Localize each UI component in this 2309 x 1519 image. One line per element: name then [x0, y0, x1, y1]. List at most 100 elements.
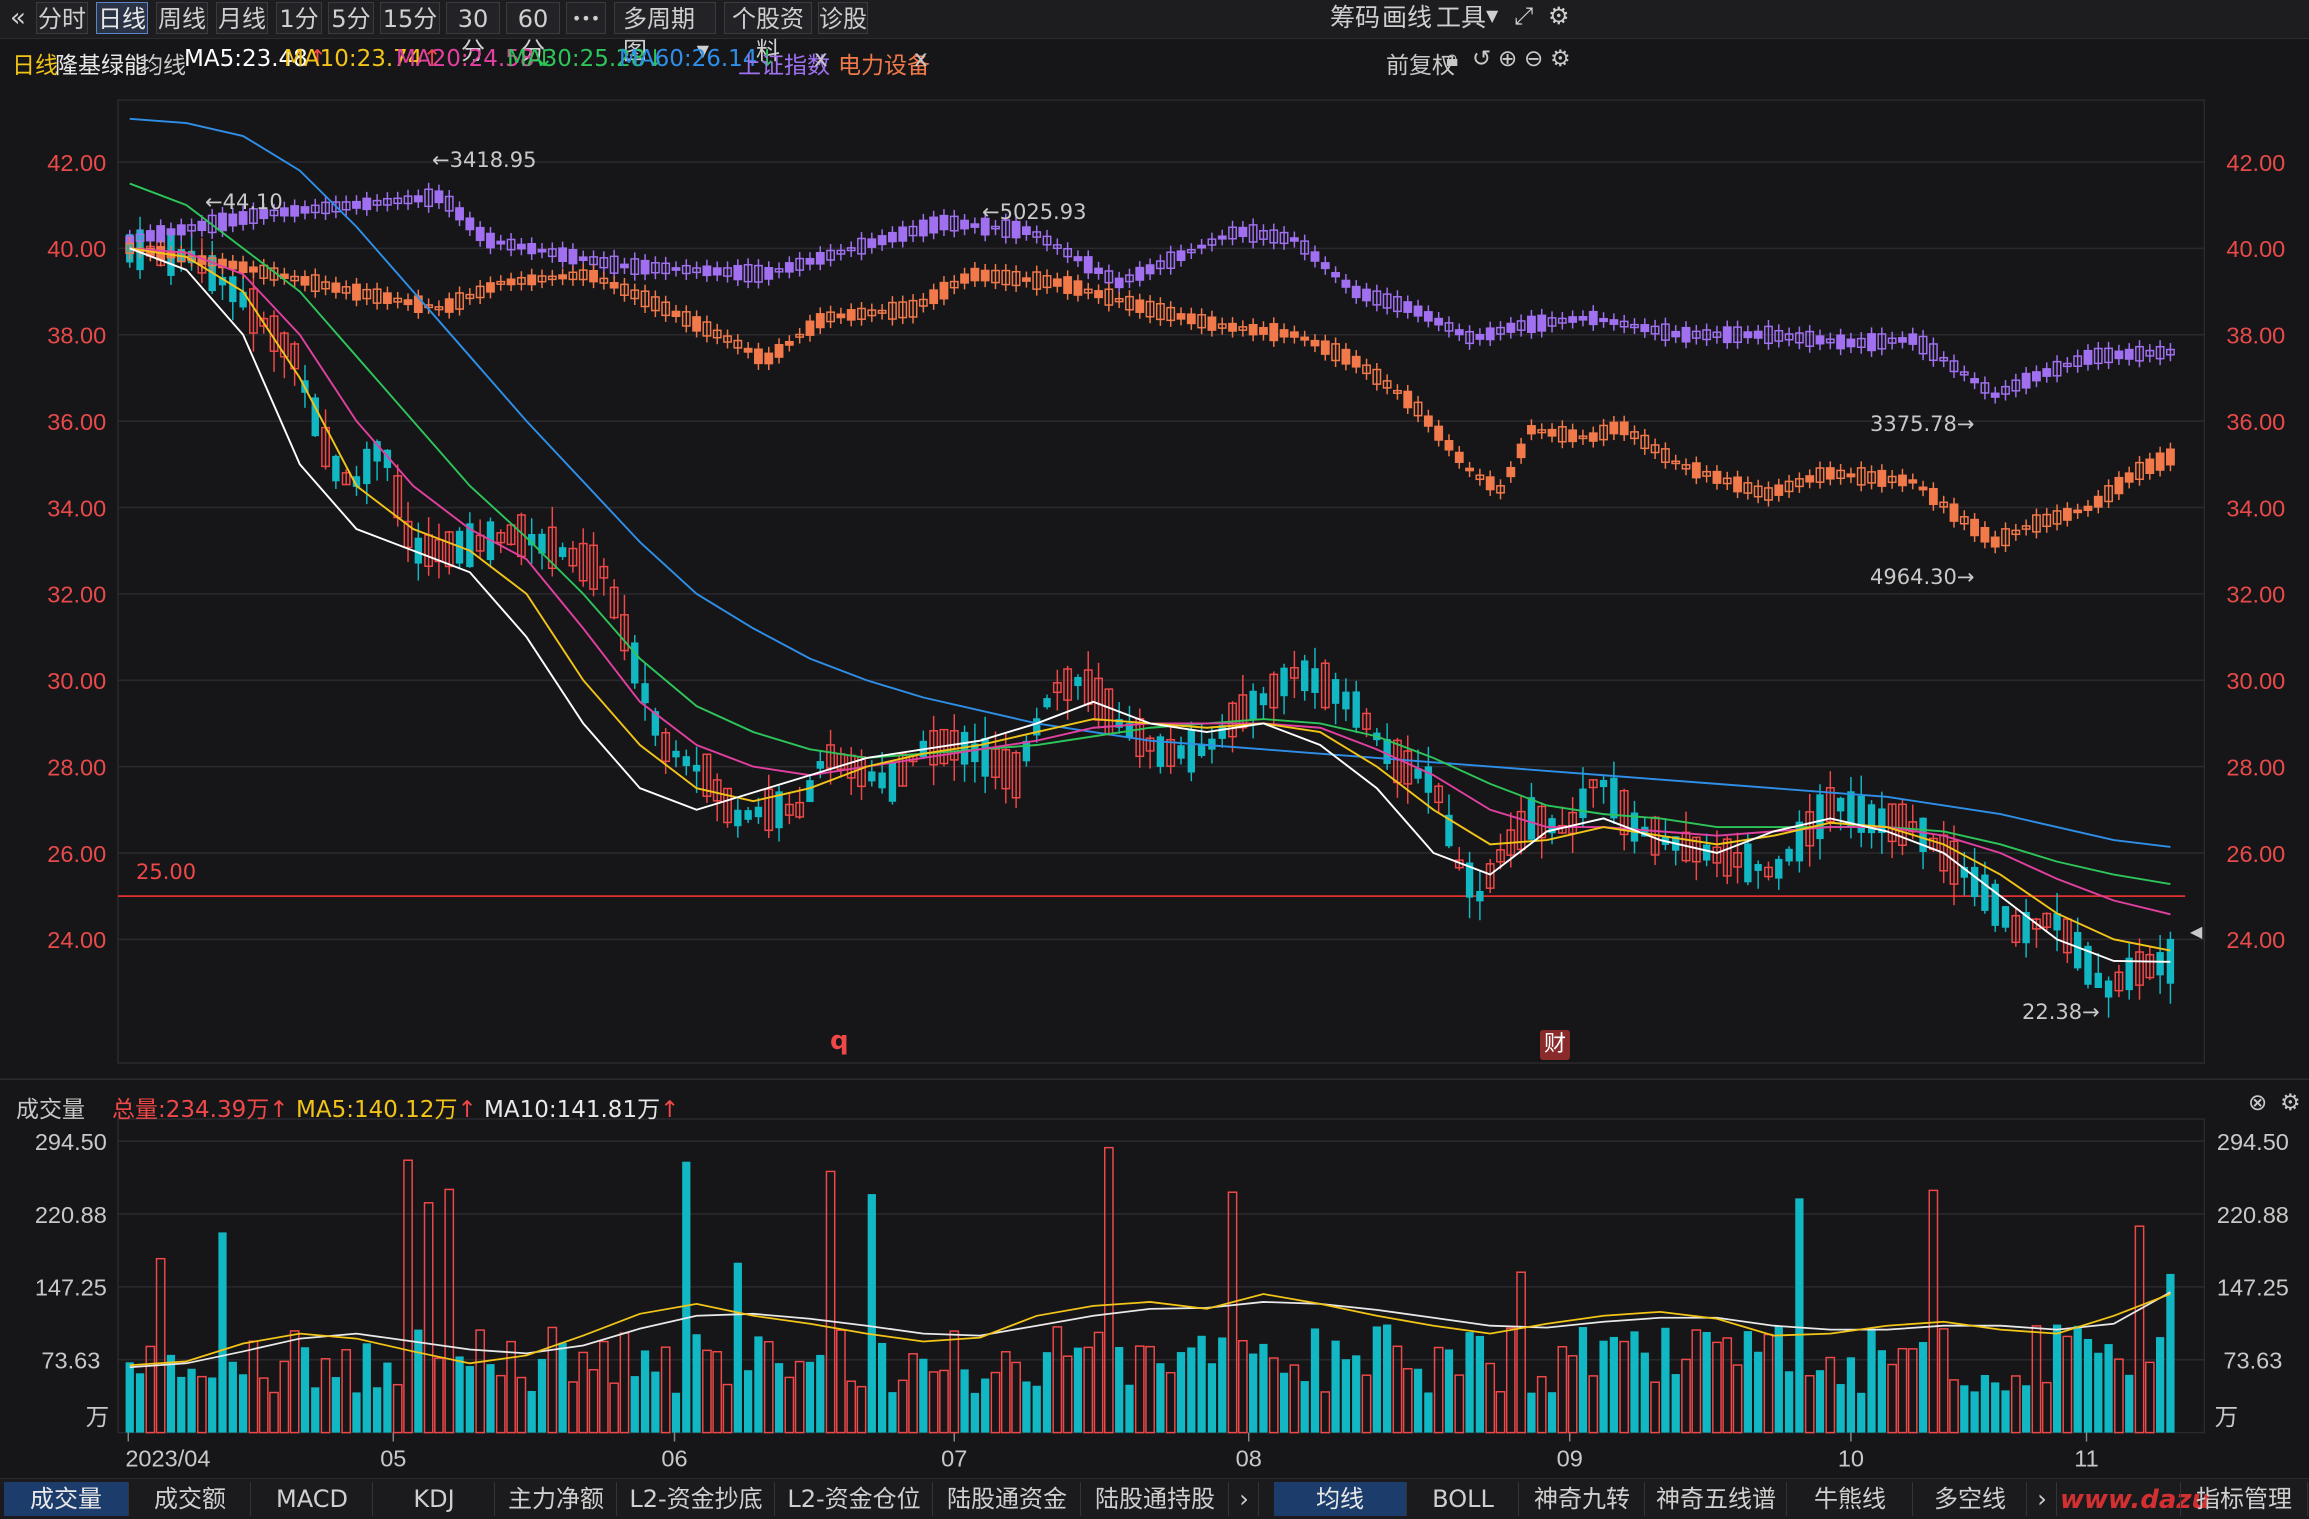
chevron-down-icon[interactable]: ▼ [1486, 6, 1499, 25]
period-tab-5min[interactable]: 5分 [328, 2, 374, 34]
volume-bar-down [733, 1262, 742, 1433]
volume-bar-down [1877, 1350, 1886, 1433]
price-axis-label-right: 42.00 [2226, 150, 2285, 176]
index-overlay-candle [352, 200, 361, 209]
legend-index-shanghai[interactable]: 上证指数 [738, 53, 830, 79]
period-tab-60min[interactable]: 60分 [506, 2, 560, 65]
period-tab-15min[interactable]: 15分 [380, 2, 440, 34]
settings-icon[interactable]: ⚙ [1548, 2, 1570, 30]
stock-candle-up [249, 288, 258, 334]
tab-nine-turn[interactable]: 神奇九转 [1520, 1482, 1645, 1516]
tab-hk-flow[interactable]: 陆股通资金 [934, 1482, 1081, 1516]
tools-button[interactable]: 工具 [1436, 3, 1487, 32]
sector-overlay-candle [1671, 460, 1681, 465]
more-periods-button[interactable]: ••• [566, 2, 606, 34]
close-icon[interactable]: x [914, 46, 928, 72]
index-overlay-candle [1382, 293, 1392, 309]
close-icon[interactable]: ⊗ [2248, 1090, 2268, 1116]
event-marker-q[interactable]: q [830, 1026, 849, 1056]
period-tab-1min[interactable]: 1分 [276, 2, 322, 34]
multi-period-dropdown[interactable]: 多周期图 ▼ [614, 2, 716, 65]
volume-bar-up [1804, 1375, 1815, 1434]
chevron-right-icon[interactable]: › [2028, 1482, 2057, 1516]
sector-overlay-candle [506, 278, 516, 286]
volume-bar-down [558, 1342, 567, 1433]
settings-icon[interactable]: ⚙ [1550, 46, 1571, 72]
sector-overlay-candle [558, 274, 568, 280]
sector-overlay-candle [980, 269, 990, 282]
stock-candle-down [1383, 739, 1391, 764]
index-overlay-candle [2166, 348, 2175, 356]
index-overlay-candle [1928, 343, 1938, 362]
fullscreen-icon[interactable]: ⤢ [1514, 2, 1534, 30]
index-overlay-candle [1588, 310, 1598, 326]
tab-hk-hold[interactable]: 陆股通持股 [1082, 1482, 1229, 1516]
diagnose-button[interactable]: 诊股 [818, 2, 868, 34]
adjust-mode-button[interactable]: 前复权 [1386, 53, 1455, 79]
index-overlay-candle [1125, 274, 1134, 283]
sector-overlay-candle [888, 301, 897, 320]
sector-overlay-candle [1764, 487, 1773, 501]
tab-bull-bear[interactable]: 牛熊线 [1788, 1482, 1913, 1516]
sector-overlay-candle [238, 261, 248, 273]
tab-long-short[interactable]: 多空线 [1914, 1482, 2027, 1516]
stock-candle-up [444, 531, 454, 568]
period-tab-monthly[interactable]: 月线 [216, 2, 268, 34]
volume-bar-up [1495, 1391, 1506, 1434]
volume-bar-up [702, 1349, 712, 1434]
sector-overlay-candle [1001, 269, 1011, 286]
volume-bar-up [1505, 1327, 1516, 1434]
tab-boll[interactable]: BOLL [1408, 1482, 1519, 1516]
stock-candle-up [1289, 666, 1299, 679]
sector-overlay-candle [1423, 415, 1433, 427]
volume-bar-up [2144, 1361, 2155, 1434]
sector-overlay-candle [1186, 313, 1196, 325]
tab-main-net[interactable]: 主力净额 [496, 1482, 617, 1516]
index-overlay-candle [382, 197, 392, 206]
undo-icon[interactable]: ↺ [1472, 46, 1492, 72]
sector-overlay-candle [836, 313, 846, 319]
volume-bar-up [1567, 1355, 1578, 1434]
sector-overlay-candle [1444, 440, 1454, 451]
tab-l2-bottom[interactable]: L2-资金抄底 [618, 1482, 775, 1516]
period-tab-weekly[interactable]: 周线 [156, 2, 208, 34]
horizontal-line-value[interactable]: 25.00 [136, 860, 197, 884]
settings-icon[interactable]: ⚙ [2280, 1090, 2301, 1116]
zoom-in-icon[interactable]: ⊕ [1498, 46, 1518, 72]
chevron-right-icon[interactable]: › [1230, 1482, 1259, 1516]
volume-bar-down [2094, 1352, 2103, 1433]
stock-candle-up [795, 801, 805, 818]
tab-turnover[interactable]: 成交额 [130, 1482, 251, 1516]
price-axis-label: 40.00 [47, 236, 106, 262]
volume-bar-up [269, 1391, 279, 1434]
index-overlay-candle [692, 267, 702, 274]
tab-macd[interactable]: MACD [252, 1482, 373, 1516]
volume-bar-up [423, 1202, 434, 1434]
finance-event-marker[interactable]: 财 [1540, 1030, 1570, 1060]
period-tab-fenshi[interactable]: 分时 [36, 2, 88, 34]
sector-overlay-candle [702, 321, 712, 337]
lock-icon[interactable]: 🔒︎ [1446, 46, 1459, 72]
index-overlay-candle [2135, 345, 2144, 362]
indicator-manage-button[interactable]: 指标管理 [2180, 1482, 2308, 1516]
stock-info-button[interactable]: 个股资料 [724, 2, 812, 65]
tab-l2-position[interactable]: L2-资金仓位 [776, 1482, 933, 1516]
sector-overlay-candle [877, 309, 887, 314]
period-tab-daily[interactable]: 日线 [96, 2, 148, 34]
draw-line-button[interactable]: 画线 [1382, 3, 1433, 32]
period-tab-30min[interactable]: 30分 [446, 2, 500, 65]
volume-bar-down [1465, 1332, 1474, 1433]
tab-kdj[interactable]: KDJ [374, 1482, 495, 1516]
legend-sector-power[interactable]: 电力设备 [838, 53, 930, 79]
tab-five-line[interactable]: 神奇五线谱 [1646, 1482, 1787, 1516]
chip-button[interactable]: 筹码 [1330, 3, 1381, 32]
back-icon[interactable]: « [10, 3, 26, 33]
tab-ma[interactable]: 均线 [1274, 1482, 1407, 1516]
price-max-label: ←44.10 [205, 190, 283, 214]
tab-volume[interactable]: 成交量 [4, 1482, 129, 1516]
zoom-out-icon[interactable]: ⊖ [1524, 46, 1544, 72]
price-axis-label: 36.00 [47, 409, 106, 435]
index-overlay-candle [2145, 349, 2155, 357]
close-icon[interactable]: x [814, 46, 828, 72]
